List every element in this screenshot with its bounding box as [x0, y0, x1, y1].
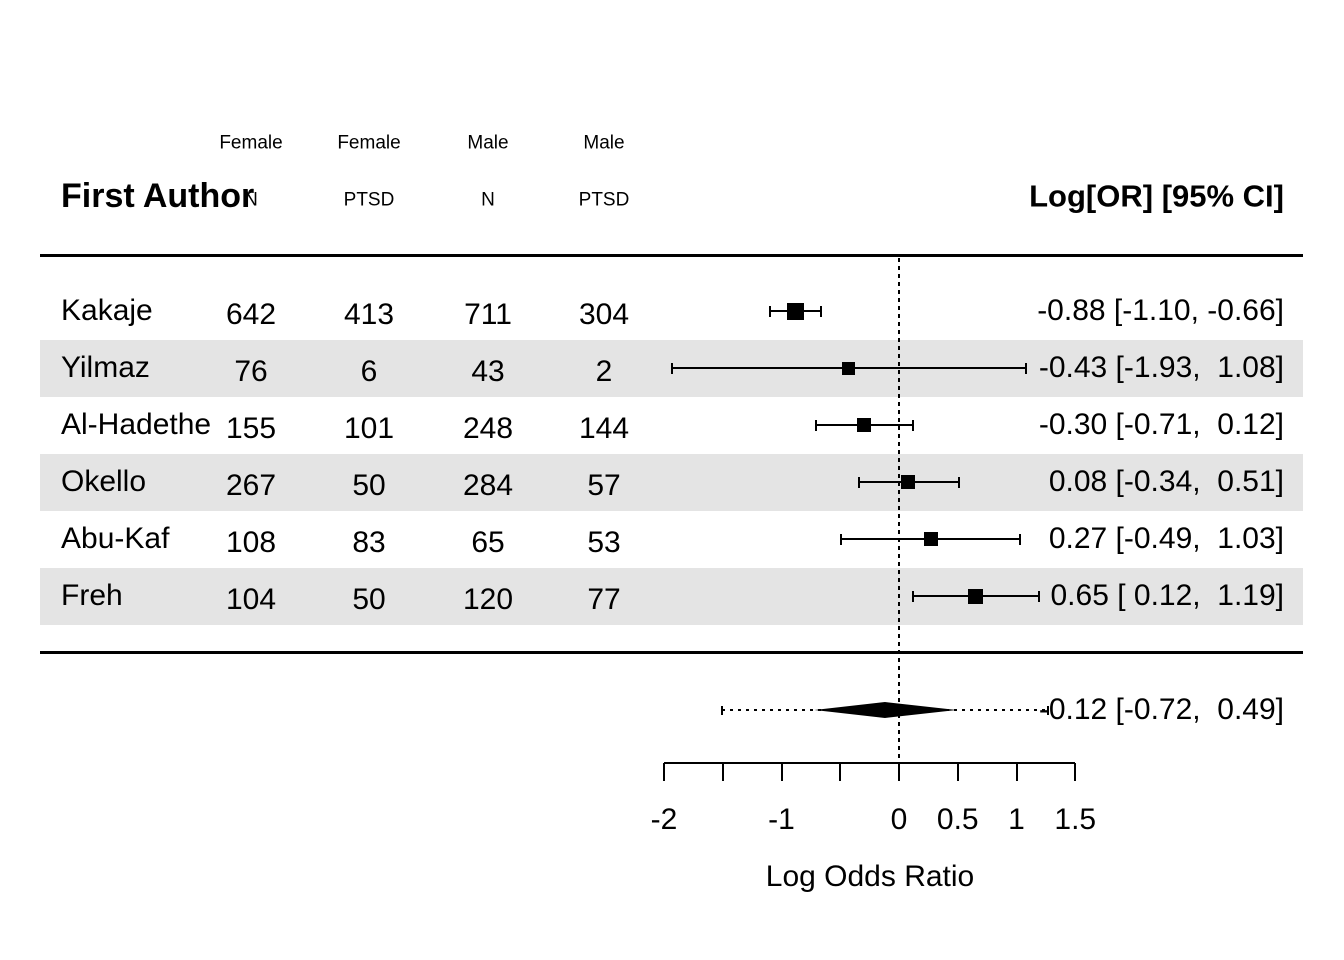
study-count: 711 [464, 298, 512, 331]
x-axis-tick-label: 1.5 [1054, 803, 1097, 836]
study-count: 50 [352, 469, 386, 502]
study-count: 108 [225, 526, 277, 559]
study-count: 6 [360, 355, 378, 388]
study-count: 53 [587, 526, 621, 559]
prediction-cap-right [1047, 705, 1050, 715]
column-header-effect: Log[OR] [95% CI] [1029, 178, 1284, 214]
estimate-marker [841, 361, 855, 375]
ci-cap-right [820, 305, 823, 317]
study-name: Kakaje [61, 294, 153, 327]
ci-cap-left [858, 476, 861, 488]
column-sub-label: PTSD [343, 189, 395, 211]
zero-reference-line [898, 258, 900, 763]
study-count: 83 [352, 526, 386, 559]
study-count: 2 [595, 355, 613, 388]
study-count: 144 [578, 412, 630, 445]
x-axis-tick [663, 763, 665, 781]
study-count: 413 [343, 298, 395, 331]
header-rule [40, 254, 1303, 257]
ci-cap-right [912, 419, 915, 431]
study-count: 284 [462, 469, 514, 502]
x-axis-tick [1015, 763, 1018, 781]
study-count: 304 [578, 298, 630, 331]
row-shading-band [40, 453, 1303, 511]
x-axis-tick [780, 763, 783, 781]
ci-label: -0.43 [-1.93, 1.08] [1038, 351, 1284, 384]
column-sub-label: N [481, 189, 495, 211]
study-name: Abu-Kaf [61, 522, 170, 555]
study-count: 76 [234, 355, 268, 388]
study-count: 104 [225, 583, 277, 616]
ci-label: 0.27 [-0.49, 1.03] [1048, 522, 1284, 555]
ci-label: 0.08 [-0.34, 0.51] [1048, 465, 1284, 498]
ci-cap-right [1019, 533, 1022, 545]
study-name: Yilmaz [61, 351, 150, 384]
ci-label: -0.30 [-0.71, 0.12] [1038, 408, 1284, 441]
study-name: Al-Hadethe [61, 408, 212, 441]
x-axis-tick [956, 763, 959, 781]
ci-cap-left [840, 533, 843, 545]
study-count: 57 [587, 469, 621, 502]
study-count: 155 [225, 412, 277, 445]
study-count: 43 [471, 355, 505, 388]
column-sub-label: N [244, 189, 258, 211]
x-axis-tick-label: 0 [890, 803, 908, 836]
ci-cap-right [1024, 362, 1027, 374]
column-group-label: Male [467, 132, 509, 154]
ci-cap-left [768, 305, 771, 317]
x-axis-tick-label: 0.5 [936, 803, 979, 836]
study-count: 65 [471, 526, 505, 559]
column-sub-label: PTSD [578, 189, 630, 211]
study-name: Okello [61, 465, 147, 498]
estimate-marker [856, 418, 871, 432]
ci-cap-left [912, 590, 915, 602]
prediction-interval-line [721, 709, 1049, 711]
ci-label: 0.65 [ 0.12, 1.19] [1050, 579, 1284, 612]
column-group-label: Female [337, 132, 401, 154]
summary-ci-label: -0.12 [-0.72, 0.49] [1038, 693, 1284, 726]
ci-cap-right [1037, 590, 1040, 602]
x-axis-tick [721, 763, 724, 781]
column-group-label: Female [219, 132, 283, 154]
x-axis-tick-label: -2 [650, 803, 678, 836]
study-count: 77 [587, 583, 621, 616]
study-count: 248 [462, 412, 514, 445]
x-axis-title: Log Odds Ratio [765, 860, 975, 893]
summary-rule [40, 651, 1303, 654]
estimate-marker [923, 532, 938, 546]
ci-cap-left [671, 362, 674, 374]
x-axis-tick-label: 1 [1008, 803, 1025, 836]
column-header-first-author: First Author [61, 177, 255, 215]
study-name: Freh [61, 579, 123, 612]
x-axis-tick [898, 763, 900, 781]
x-axis-line [664, 762, 1076, 764]
study-count: 267 [225, 469, 277, 502]
estimate-marker [967, 588, 983, 604]
column-group-label: Male [583, 132, 625, 154]
study-count: 50 [352, 583, 386, 616]
estimate-marker [787, 302, 805, 320]
x-axis-tick-label: -1 [768, 803, 795, 836]
study-count: 120 [462, 583, 514, 616]
study-count: 642 [225, 298, 277, 331]
prediction-cap-left [720, 705, 723, 715]
study-count: 101 [343, 412, 395, 445]
estimate-marker [901, 475, 916, 489]
x-axis-tick [839, 763, 842, 781]
row-shading-band [40, 567, 1303, 625]
ci-cap-right [957, 476, 960, 488]
ci-label: -0.88 [-1.10, -0.66] [1037, 294, 1284, 327]
x-axis-tick [1074, 763, 1077, 781]
ci-cap-left [814, 419, 817, 431]
